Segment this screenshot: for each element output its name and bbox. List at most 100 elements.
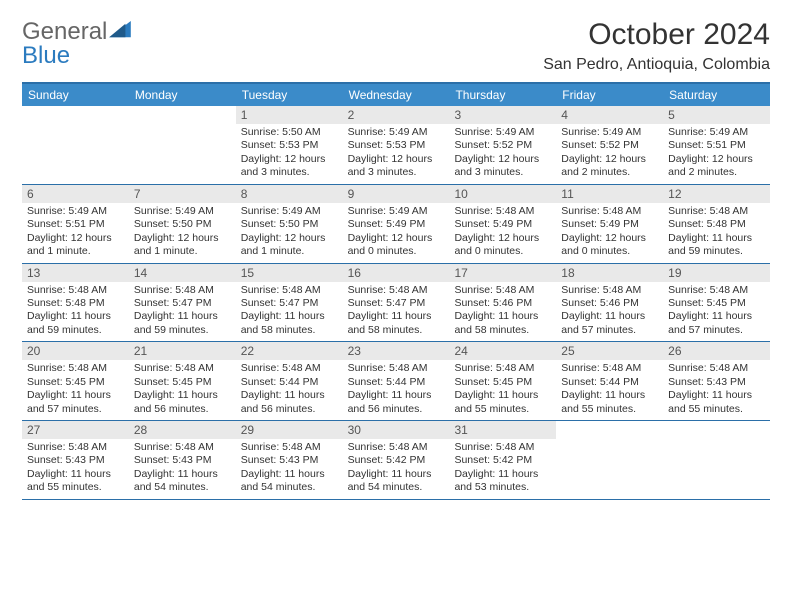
daylight-text: Daylight: 12 hours and 0 minutes. <box>454 232 551 259</box>
sunrise-text: Sunrise: 5:48 AM <box>348 362 445 375</box>
week-row: 27Sunrise: 5:48 AMSunset: 5:43 PMDayligh… <box>22 421 770 500</box>
sunset-text: Sunset: 5:49 PM <box>348 218 445 231</box>
sunset-text: Sunset: 5:43 PM <box>27 454 124 467</box>
day-number: 9 <box>343 185 450 203</box>
sunset-text: Sunset: 5:46 PM <box>454 297 551 310</box>
sunset-text: Sunset: 5:45 PM <box>454 376 551 389</box>
day-cell: 19Sunrise: 5:48 AMSunset: 5:45 PMDayligh… <box>663 264 770 342</box>
day-body: Sunrise: 5:48 AMSunset: 5:47 PMDaylight:… <box>236 282 343 342</box>
day-body: Sunrise: 5:48 AMSunset: 5:42 PMDaylight:… <box>449 439 556 499</box>
day-body: Sunrise: 5:50 AMSunset: 5:53 PMDaylight:… <box>236 124 343 184</box>
weeks-container: 1Sunrise: 5:50 AMSunset: 5:53 PMDaylight… <box>22 106 770 500</box>
sunrise-text: Sunrise: 5:49 AM <box>348 205 445 218</box>
day-body: Sunrise: 5:48 AMSunset: 5:43 PMDaylight:… <box>22 439 129 499</box>
day-cell: 11Sunrise: 5:48 AMSunset: 5:49 PMDayligh… <box>556 185 663 263</box>
sunrise-text: Sunrise: 5:48 AM <box>348 441 445 454</box>
day-cell <box>663 421 770 499</box>
sunset-text: Sunset: 5:44 PM <box>348 376 445 389</box>
day-number: 1 <box>236 106 343 124</box>
day-number: 31 <box>449 421 556 439</box>
sunrise-text: Sunrise: 5:48 AM <box>561 284 658 297</box>
day-number <box>663 421 770 439</box>
day-body: Sunrise: 5:49 AMSunset: 5:49 PMDaylight:… <box>343 203 450 263</box>
daylight-text: Daylight: 11 hours and 57 minutes. <box>561 310 658 337</box>
daylight-text: Daylight: 11 hours and 58 minutes. <box>454 310 551 337</box>
weekday-header: Wednesday <box>343 84 450 106</box>
day-body: Sunrise: 5:48 AMSunset: 5:47 PMDaylight:… <box>343 282 450 342</box>
week-row: 6Sunrise: 5:49 AMSunset: 5:51 PMDaylight… <box>22 185 770 264</box>
sunrise-text: Sunrise: 5:49 AM <box>348 126 445 139</box>
sunrise-text: Sunrise: 5:49 AM <box>668 126 765 139</box>
day-number: 24 <box>449 342 556 360</box>
sunrise-text: Sunrise: 5:48 AM <box>134 362 231 375</box>
week-row: 20Sunrise: 5:48 AMSunset: 5:45 PMDayligh… <box>22 342 770 421</box>
sunset-text: Sunset: 5:45 PM <box>668 297 765 310</box>
sunset-text: Sunset: 5:47 PM <box>134 297 231 310</box>
day-cell: 13Sunrise: 5:48 AMSunset: 5:48 PMDayligh… <box>22 264 129 342</box>
day-body: Sunrise: 5:48 AMSunset: 5:48 PMDaylight:… <box>22 282 129 342</box>
daylight-text: Daylight: 11 hours and 58 minutes. <box>241 310 338 337</box>
daylight-text: Daylight: 12 hours and 1 minute. <box>134 232 231 259</box>
day-cell: 18Sunrise: 5:48 AMSunset: 5:46 PMDayligh… <box>556 264 663 342</box>
sunset-text: Sunset: 5:43 PM <box>668 376 765 389</box>
weekday-header: Saturday <box>663 84 770 106</box>
day-body: Sunrise: 5:49 AMSunset: 5:51 PMDaylight:… <box>663 124 770 184</box>
daylight-text: Daylight: 11 hours and 55 minutes. <box>561 389 658 416</box>
daylight-text: Daylight: 12 hours and 1 minute. <box>241 232 338 259</box>
day-cell: 3Sunrise: 5:49 AMSunset: 5:52 PMDaylight… <box>449 106 556 184</box>
day-number: 15 <box>236 264 343 282</box>
day-body: Sunrise: 5:49 AMSunset: 5:53 PMDaylight:… <box>343 124 450 184</box>
sunset-text: Sunset: 5:47 PM <box>241 297 338 310</box>
daylight-text: Daylight: 12 hours and 0 minutes. <box>348 232 445 259</box>
sunrise-text: Sunrise: 5:48 AM <box>241 284 338 297</box>
day-body: Sunrise: 5:48 AMSunset: 5:49 PMDaylight:… <box>556 203 663 263</box>
day-body: Sunrise: 5:49 AMSunset: 5:50 PMDaylight:… <box>236 203 343 263</box>
sunrise-text: Sunrise: 5:49 AM <box>134 205 231 218</box>
day-body: Sunrise: 5:48 AMSunset: 5:43 PMDaylight:… <box>236 439 343 499</box>
day-number <box>22 106 129 124</box>
sunrise-text: Sunrise: 5:48 AM <box>561 205 658 218</box>
day-cell: 24Sunrise: 5:48 AMSunset: 5:45 PMDayligh… <box>449 342 556 420</box>
day-body: Sunrise: 5:48 AMSunset: 5:49 PMDaylight:… <box>449 203 556 263</box>
day-number: 3 <box>449 106 556 124</box>
day-number: 2 <box>343 106 450 124</box>
sunset-text: Sunset: 5:47 PM <box>348 297 445 310</box>
daylight-text: Daylight: 11 hours and 56 minutes. <box>134 389 231 416</box>
sunrise-text: Sunrise: 5:49 AM <box>454 126 551 139</box>
sunrise-text: Sunrise: 5:48 AM <box>134 284 231 297</box>
day-number: 29 <box>236 421 343 439</box>
daylight-text: Daylight: 12 hours and 2 minutes. <box>561 153 658 180</box>
sunrise-text: Sunrise: 5:48 AM <box>27 284 124 297</box>
daylight-text: Daylight: 12 hours and 3 minutes. <box>348 153 445 180</box>
day-cell: 1Sunrise: 5:50 AMSunset: 5:53 PMDaylight… <box>236 106 343 184</box>
day-body: Sunrise: 5:48 AMSunset: 5:48 PMDaylight:… <box>663 203 770 263</box>
sunset-text: Sunset: 5:50 PM <box>241 218 338 231</box>
day-cell: 15Sunrise: 5:48 AMSunset: 5:47 PMDayligh… <box>236 264 343 342</box>
sunrise-text: Sunrise: 5:48 AM <box>561 362 658 375</box>
day-body: Sunrise: 5:48 AMSunset: 5:44 PMDaylight:… <box>556 360 663 420</box>
day-cell: 10Sunrise: 5:48 AMSunset: 5:49 PMDayligh… <box>449 185 556 263</box>
sunset-text: Sunset: 5:48 PM <box>27 297 124 310</box>
day-cell: 12Sunrise: 5:48 AMSunset: 5:48 PMDayligh… <box>663 185 770 263</box>
location: San Pedro, Antioquia, Colombia <box>543 56 770 74</box>
day-number: 25 <box>556 342 663 360</box>
header: General October 2024 San Pedro, Antioqui… <box>22 18 770 74</box>
day-body: Sunrise: 5:48 AMSunset: 5:45 PMDaylight:… <box>22 360 129 420</box>
daylight-text: Daylight: 11 hours and 57 minutes. <box>668 310 765 337</box>
sunset-text: Sunset: 5:53 PM <box>241 139 338 152</box>
weekday-header: Sunday <box>22 84 129 106</box>
day-body: Sunrise: 5:48 AMSunset: 5:45 PMDaylight:… <box>129 360 236 420</box>
day-body <box>129 124 236 182</box>
day-body: Sunrise: 5:48 AMSunset: 5:45 PMDaylight:… <box>663 282 770 342</box>
sunset-text: Sunset: 5:48 PM <box>668 218 765 231</box>
day-cell: 22Sunrise: 5:48 AMSunset: 5:44 PMDayligh… <box>236 342 343 420</box>
day-cell: 26Sunrise: 5:48 AMSunset: 5:43 PMDayligh… <box>663 342 770 420</box>
sunrise-text: Sunrise: 5:48 AM <box>241 362 338 375</box>
day-body: Sunrise: 5:48 AMSunset: 5:44 PMDaylight:… <box>236 360 343 420</box>
day-number: 16 <box>343 264 450 282</box>
day-cell: 21Sunrise: 5:48 AMSunset: 5:45 PMDayligh… <box>129 342 236 420</box>
weekday-header: Monday <box>129 84 236 106</box>
day-cell: 28Sunrise: 5:48 AMSunset: 5:43 PMDayligh… <box>129 421 236 499</box>
sunset-text: Sunset: 5:51 PM <box>27 218 124 231</box>
sunset-text: Sunset: 5:43 PM <box>134 454 231 467</box>
